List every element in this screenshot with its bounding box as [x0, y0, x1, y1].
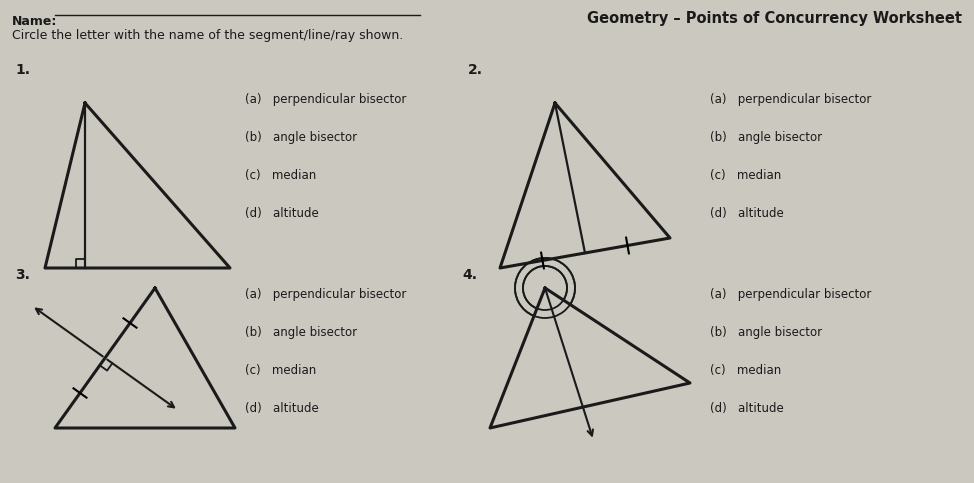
Text: (b)   angle bisector: (b) angle bisector: [245, 131, 357, 144]
Text: (d)   altitude: (d) altitude: [245, 207, 318, 220]
Text: (c)   median: (c) median: [710, 364, 781, 377]
Text: 4.: 4.: [462, 268, 477, 282]
Text: (b)   angle bisector: (b) angle bisector: [710, 326, 822, 339]
Text: (a)   perpendicular bisector: (a) perpendicular bisector: [245, 93, 406, 106]
Text: Geometry – Points of Concurrency Worksheet: Geometry – Points of Concurrency Workshe…: [587, 11, 962, 26]
Text: (a)   perpendicular bisector: (a) perpendicular bisector: [710, 288, 872, 301]
Text: Circle the letter with the name of the segment/line/ray shown.: Circle the letter with the name of the s…: [12, 29, 403, 42]
Text: (b)   angle bisector: (b) angle bisector: [245, 326, 357, 339]
Text: (c)   median: (c) median: [710, 169, 781, 182]
Text: (c)   median: (c) median: [245, 169, 317, 182]
Text: 3.: 3.: [15, 268, 30, 282]
Text: (d)   altitude: (d) altitude: [245, 402, 318, 415]
Text: (d)   altitude: (d) altitude: [710, 207, 784, 220]
Text: (d)   altitude: (d) altitude: [710, 402, 784, 415]
Text: 2.: 2.: [468, 63, 483, 77]
Text: (a)   perpendicular bisector: (a) perpendicular bisector: [710, 93, 872, 106]
Text: Name:: Name:: [12, 15, 57, 28]
Text: 1.: 1.: [15, 63, 30, 77]
Text: (a)   perpendicular bisector: (a) perpendicular bisector: [245, 288, 406, 301]
Text: (b)   angle bisector: (b) angle bisector: [710, 131, 822, 144]
Text: (c)   median: (c) median: [245, 364, 317, 377]
